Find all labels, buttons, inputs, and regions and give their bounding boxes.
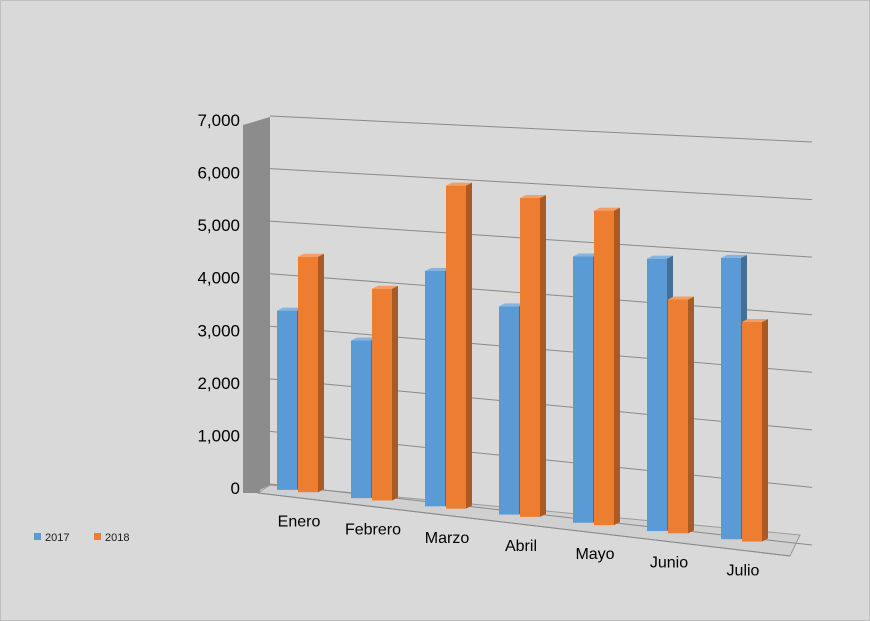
- bar-side: [392, 285, 398, 501]
- legend-item-2017: 2017: [34, 532, 69, 544]
- bar-front: [277, 310, 297, 490]
- legend-swatch: [94, 533, 101, 540]
- x-category-label: Julio: [727, 563, 760, 580]
- x-axis-line: [257, 492, 791, 557]
- bar-top: [668, 296, 694, 300]
- bar-2018-Junio: [668, 296, 694, 534]
- y-tick-label: 6,000: [197, 164, 240, 183]
- bar-top: [425, 268, 451, 272]
- bar-front: [351, 340, 371, 499]
- bar-top: [277, 307, 303, 311]
- y-tick-label: 2,000: [197, 374, 240, 393]
- gridline: [269, 115, 813, 143]
- bar-front: [425, 271, 445, 507]
- x-category-label: Junio: [650, 554, 688, 571]
- gridline: [269, 168, 813, 201]
- bar-2018-Febrero: [372, 285, 398, 501]
- bar-front: [721, 257, 741, 540]
- x-category-label: Mayo: [575, 546, 614, 563]
- bar-front: [298, 256, 318, 493]
- legend-swatch: [34, 533, 41, 540]
- bar-top: [372, 285, 398, 289]
- bar-top: [742, 318, 768, 322]
- bar-2018-Julio: [742, 318, 768, 542]
- legend-label: 2018: [105, 532, 129, 544]
- bar-side: [318, 253, 324, 493]
- legend-label: 2017: [45, 532, 69, 544]
- bar-top: [351, 337, 377, 341]
- bar-top: [573, 253, 599, 257]
- bar-side: [762, 318, 768, 542]
- bar-front: [499, 306, 519, 515]
- bar-front: [668, 299, 688, 534]
- x-category-label: Abril: [505, 538, 537, 555]
- bar-side: [614, 207, 620, 526]
- bar-top: [594, 207, 620, 211]
- bar-top: [298, 253, 324, 257]
- legend-item-2018: 2018: [94, 532, 129, 544]
- bar-2018-Mayo: [594, 207, 620, 526]
- bar-front: [372, 288, 392, 501]
- y-tick-label: 7,000: [197, 111, 240, 130]
- bar-2018-Abril: [520, 195, 546, 517]
- x-category-label: Marzo: [425, 530, 470, 547]
- y-tick-label: 0: [231, 479, 240, 498]
- bar-side: [540, 195, 546, 517]
- bar-top: [499, 303, 525, 307]
- bar-top: [647, 255, 673, 259]
- bar-front: [647, 258, 667, 531]
- bar-top: [520, 195, 546, 199]
- bar-front: [594, 210, 614, 526]
- bar-top: [446, 182, 472, 186]
- bar-2018-Marzo: [446, 182, 472, 509]
- bar-front: [446, 185, 466, 509]
- bar-front: [520, 198, 540, 517]
- bar-front: [742, 321, 762, 542]
- bar-2018-Enero: [298, 253, 324, 493]
- y-tick-label: 5,000: [197, 216, 240, 235]
- bar-side: [688, 296, 694, 534]
- side-wall: [243, 117, 270, 493]
- y-tick-label: 4,000: [197, 269, 240, 288]
- bar-side: [466, 182, 472, 509]
- y-tick-label: 3,000: [197, 321, 240, 340]
- bar-top: [721, 254, 747, 258]
- y-tick-label: 1,000: [197, 426, 240, 445]
- bar-front: [573, 256, 593, 523]
- x-category-label: Febrero: [345, 522, 401, 539]
- x-category-label: Enero: [278, 513, 321, 530]
